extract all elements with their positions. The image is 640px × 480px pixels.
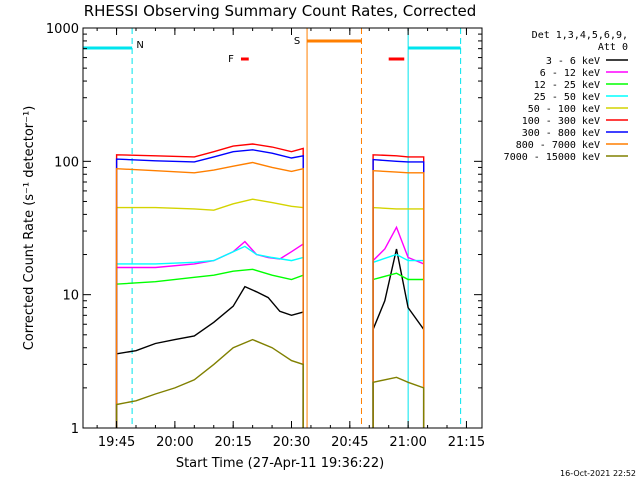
series-line-300-800-kev (115, 149, 304, 429)
y-tick-label: 10 (62, 289, 79, 304)
y-tick-label: 1000 (46, 22, 79, 37)
series-line-12-25-kev (115, 268, 304, 429)
flag-label-s: S (294, 36, 300, 47)
y-tick-label: 100 (54, 155, 79, 170)
series-line-800-7000-kev (115, 161, 304, 429)
series-line-25-50-kev (115, 245, 304, 429)
x-tick-label: 21:00 (389, 435, 426, 450)
legend-label-100-300-kev: 100 - 300 keV (522, 116, 600, 127)
series-lines (115, 143, 425, 429)
flag-label-n: N (136, 40, 143, 51)
series-line-3-6-kev (115, 285, 304, 429)
legend-header: Att 0 (598, 42, 628, 53)
axes: 19:45 20:00 20:15 20:30 20:45 21:00 21:15 1 10 10… (46, 22, 485, 450)
legend-label-3-6-kev: 3 - 6 keV (546, 56, 600, 67)
plot-frame (82, 27, 483, 429)
legend-label-6-12-kev: 6 - 12 keV (540, 68, 600, 79)
legend-label-25-50-kev: 25 - 50 keV (534, 92, 600, 103)
vertical-markers (131, 28, 462, 428)
y-axis-label: Corrected Count Rate (s⁻¹ detector⁻¹) (22, 106, 37, 351)
legend-label-300-800-kev: 300 - 800 keV (522, 128, 600, 139)
series-line-7000-15000-kev (372, 376, 425, 429)
series-line-100-300-kev (115, 143, 304, 429)
legend-label-12-25-kev: 12 - 25 keV (534, 80, 600, 91)
flag-bars: N F S (83, 36, 461, 65)
x-tick-label: 20:30 (273, 435, 310, 450)
footer-timestamp: 16-Oct-2021 22:52 (560, 469, 636, 478)
flag-label-f: F (228, 54, 234, 65)
series-line-800-7000-kev (372, 169, 425, 429)
chart-title: RHESSI Observing Summary Count Rates, Co… (84, 2, 477, 20)
y-tick-label: 1 (71, 422, 79, 437)
legend-label-50-100-kev: 50 - 100 keV (528, 104, 600, 115)
legend-label-800-7000-kev: 800 - 7000 keV (516, 140, 600, 151)
x-tick-label: 20:15 (214, 435, 251, 450)
x-tick-label: 20:00 (156, 435, 193, 450)
x-tick-label: 21:15 (448, 435, 485, 450)
legend-label-7000-15000-kev: 7000 - 15000 keV (504, 152, 600, 163)
series-line-6-12-kev (115, 240, 304, 429)
x-tick-label: 20:45 (331, 435, 368, 450)
legend-header: Det 1,3,4,5,6,9, (532, 30, 628, 41)
series-line-7000-15000-kev (115, 338, 304, 429)
x-axis-label: Start Time (27-Apr-11 19:36:22) (176, 456, 384, 471)
series-line-50-100-kev (115, 198, 304, 429)
x-tick-label: 19:45 (98, 435, 135, 450)
